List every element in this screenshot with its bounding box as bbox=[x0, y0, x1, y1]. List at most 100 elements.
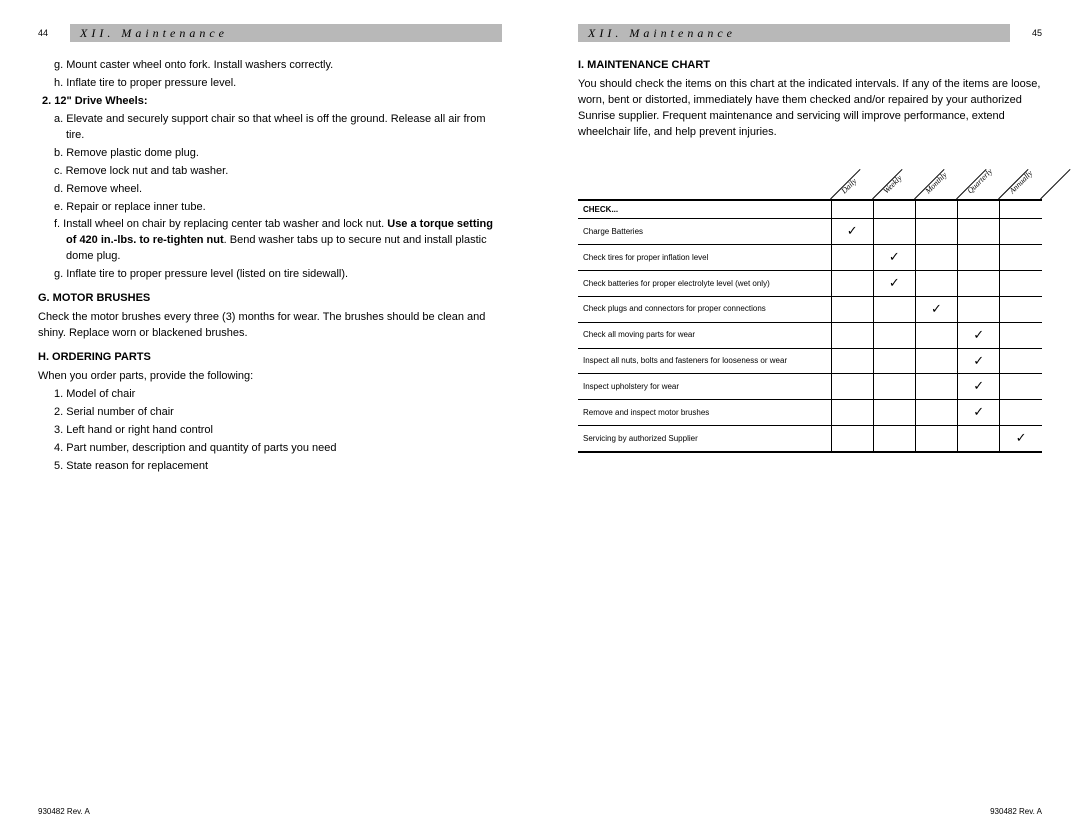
col-head bbox=[873, 200, 915, 219]
col-head bbox=[1000, 200, 1042, 219]
checkmark-cell: ✓ bbox=[915, 296, 957, 322]
empty-cell bbox=[1000, 400, 1042, 426]
table-row: Check batteries for proper electrolyte l… bbox=[578, 270, 1042, 296]
chapter-header-right: XII. Maintenance bbox=[578, 24, 1010, 42]
checkmark-cell: ✓ bbox=[958, 322, 1000, 348]
checkmark-cell: ✓ bbox=[873, 270, 915, 296]
empty-cell bbox=[873, 348, 915, 374]
empty-cell bbox=[873, 400, 915, 426]
row-label: Inspect upholstery for wear bbox=[578, 374, 831, 400]
table-row: Check all moving parts for wear ✓ bbox=[578, 322, 1042, 348]
step-2b: b. Remove plastic dome plug. bbox=[38, 146, 502, 162]
col-daily: Daily bbox=[839, 176, 860, 197]
step-h: h. Inflate tire to proper pressure level… bbox=[38, 76, 502, 92]
motor-brushes-heading: G. MOTOR BRUSHES bbox=[38, 291, 502, 307]
order-4: 4. Part number, description and quantity… bbox=[38, 441, 502, 457]
empty-cell bbox=[1000, 348, 1042, 374]
checkmark-cell: ✓ bbox=[958, 348, 1000, 374]
row-label: Check all moving parts for wear bbox=[578, 322, 831, 348]
table-header-row: CHECK... bbox=[578, 200, 1042, 219]
empty-cell bbox=[915, 348, 957, 374]
empty-cell bbox=[915, 426, 957, 452]
left-body: g. Mount caster wheel onto fork. Install… bbox=[38, 58, 502, 475]
order-5: 5. State reason for replacement bbox=[38, 459, 502, 475]
col-head bbox=[958, 200, 1000, 219]
checkmark-cell: ✓ bbox=[873, 245, 915, 271]
empty-cell bbox=[831, 322, 873, 348]
empty-cell bbox=[958, 426, 1000, 452]
maintenance-table: CHECK... Charge Batteries✓Check tires fo… bbox=[578, 199, 1042, 453]
empty-cell bbox=[831, 348, 873, 374]
empty-cell bbox=[831, 245, 873, 271]
step-g: g. Mount caster wheel onto fork. Install… bbox=[38, 58, 502, 74]
row-label: Remove and inspect motor brushes bbox=[578, 400, 831, 426]
ordering-parts-intro: When you order parts, provide the follow… bbox=[38, 369, 502, 385]
right-body: I. MAINTENANCE CHART You should check th… bbox=[578, 58, 1042, 453]
empty-cell bbox=[831, 270, 873, 296]
check-header: CHECK... bbox=[578, 200, 831, 219]
table-row: Charge Batteries✓ bbox=[578, 219, 1042, 245]
empty-cell bbox=[831, 296, 873, 322]
order-2: 2. Serial number of chair bbox=[38, 405, 502, 421]
empty-cell bbox=[915, 322, 957, 348]
maintenance-table-wrap: Daily Weekly Monthly Quarterly Annually … bbox=[578, 155, 1042, 453]
col-head bbox=[831, 200, 873, 219]
step-2f-pre: f. Install wheel on chair by replacing c… bbox=[54, 218, 387, 230]
step-2g: g. Inflate tire to proper pressure level… bbox=[38, 267, 502, 283]
table-row: Check tires for proper inflation level ✓ bbox=[578, 245, 1042, 271]
empty-cell bbox=[915, 270, 957, 296]
maintenance-chart-body: You should check the items on this chart… bbox=[578, 77, 1042, 141]
chapter-header-left: XII. Maintenance bbox=[70, 24, 502, 42]
row-label: Inspect all nuts, bolts and fasteners fo… bbox=[578, 348, 831, 374]
step-2e: e. Repair or replace inner tube. bbox=[38, 200, 502, 216]
col-weekly: Weekly bbox=[881, 173, 905, 197]
empty-cell bbox=[915, 219, 957, 245]
table-row: Servicing by authorized Supplier✓ bbox=[578, 426, 1042, 452]
motor-brushes-body: Check the motor brushes every three (3) … bbox=[38, 310, 502, 342]
footer-left: 930482 Rev. A bbox=[38, 807, 90, 816]
page-44: 44 XII. Maintenance g. Mount caster whee… bbox=[0, 0, 540, 834]
checkmark-cell: ✓ bbox=[958, 374, 1000, 400]
row-label: Servicing by authorized Supplier bbox=[578, 426, 831, 452]
empty-cell bbox=[831, 374, 873, 400]
page-number-45: 45 bbox=[1022, 28, 1042, 38]
checkmark-cell: ✓ bbox=[958, 400, 1000, 426]
table-row: Inspect upholstery for wear ✓ bbox=[578, 374, 1042, 400]
step-2d: d. Remove wheel. bbox=[38, 182, 502, 198]
table-row: Inspect all nuts, bolts and fasteners fo… bbox=[578, 348, 1042, 374]
empty-cell bbox=[831, 400, 873, 426]
step-2c: c. Remove lock nut and tab washer. bbox=[38, 164, 502, 180]
step-2a: a. Elevate and securely support chair so… bbox=[38, 112, 502, 144]
col-annually: Annually bbox=[1007, 168, 1036, 197]
empty-cell bbox=[1000, 219, 1042, 245]
empty-cell bbox=[873, 374, 915, 400]
empty-cell bbox=[915, 245, 957, 271]
empty-cell bbox=[915, 374, 957, 400]
empty-cell bbox=[1000, 270, 1042, 296]
empty-cell bbox=[831, 426, 873, 452]
empty-cell bbox=[1000, 245, 1042, 271]
col-head bbox=[915, 200, 957, 219]
empty-cell bbox=[873, 322, 915, 348]
step-2f: f. Install wheel on chair by replacing c… bbox=[38, 217, 502, 265]
ordering-parts-heading: H. ORDERING PARTS bbox=[38, 350, 502, 366]
diagonal-headers: Daily Weekly Monthly Quarterly Annually bbox=[830, 155, 1042, 199]
empty-cell bbox=[958, 296, 1000, 322]
row-label: Check plugs and connectors for proper co… bbox=[578, 296, 831, 322]
header-row-right: XII. Maintenance 45 bbox=[578, 24, 1042, 42]
order-1: 1. Model of chair bbox=[38, 387, 502, 403]
row-label: Check batteries for proper electrolyte l… bbox=[578, 270, 831, 296]
footer-right: 930482 Rev. A bbox=[990, 807, 1042, 816]
empty-cell bbox=[958, 245, 1000, 271]
drive-wheels-heading: 2. 12" Drive Wheels: bbox=[38, 94, 502, 110]
row-label: Check tires for proper inflation level bbox=[578, 245, 831, 271]
empty-cell bbox=[873, 219, 915, 245]
header-row-left: 44 XII. Maintenance bbox=[38, 24, 502, 42]
empty-cell bbox=[915, 400, 957, 426]
empty-cell bbox=[958, 219, 1000, 245]
empty-cell bbox=[1000, 322, 1042, 348]
order-3: 3. Left hand or right hand control bbox=[38, 423, 502, 439]
empty-cell bbox=[958, 270, 1000, 296]
col-monthly: Monthly bbox=[923, 170, 950, 197]
diag-line bbox=[1040, 169, 1070, 199]
